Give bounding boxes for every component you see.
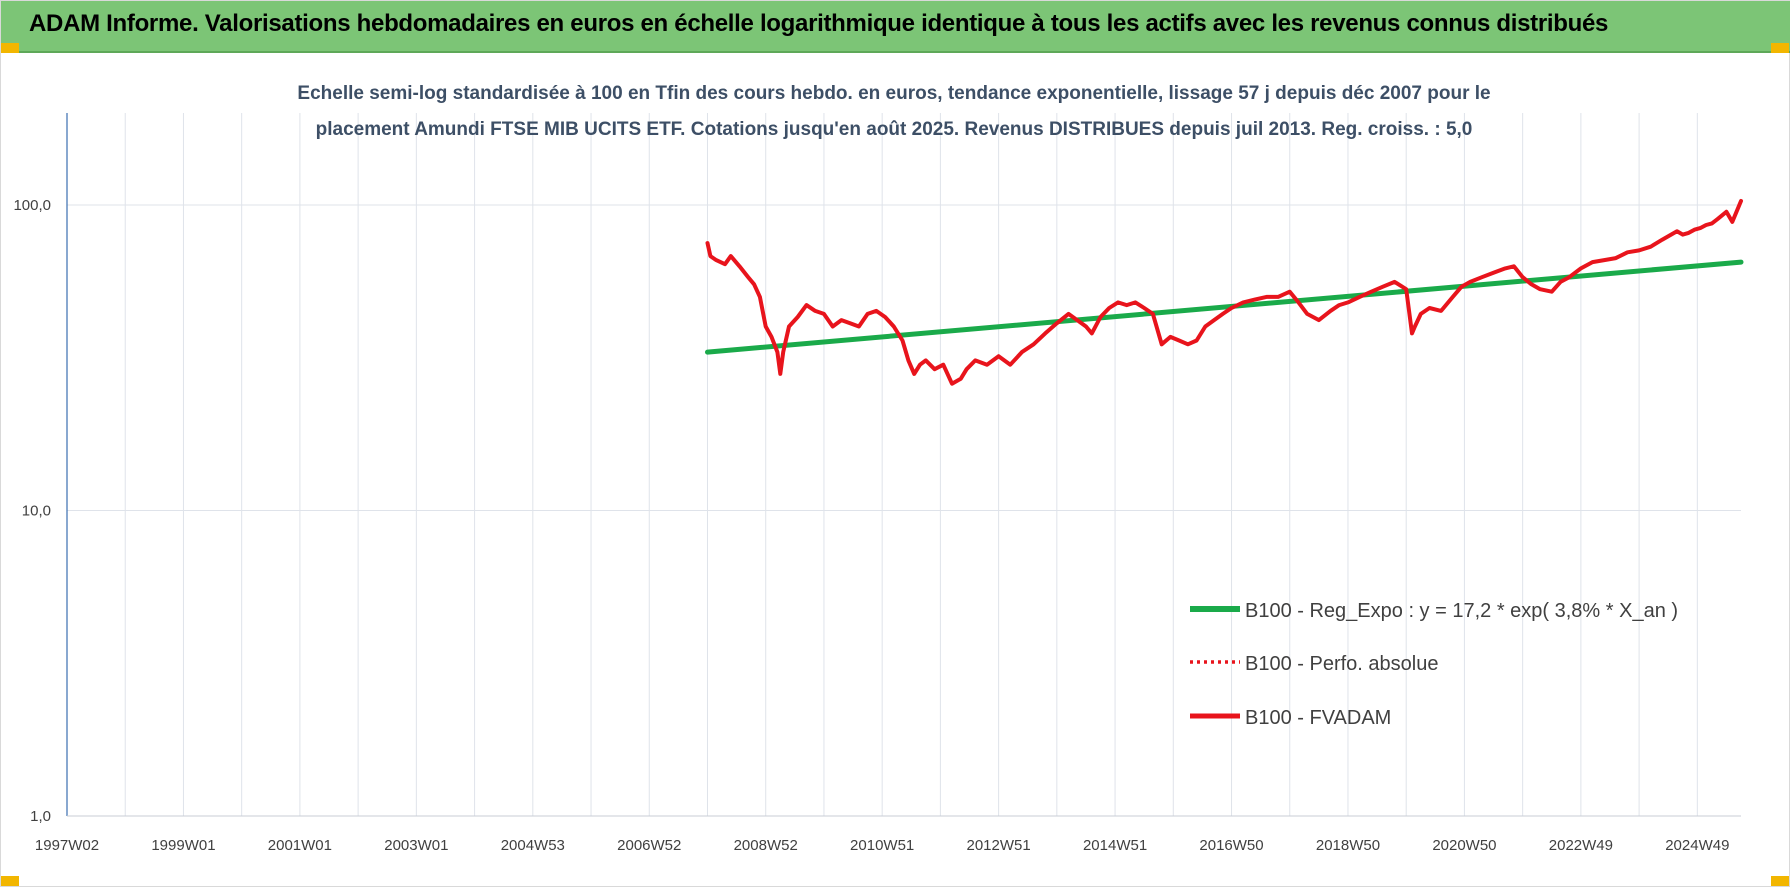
x-tick-label: 2008W52: [734, 837, 798, 854]
x-tick-label: 2020W50: [1432, 837, 1496, 854]
corner-marker-bottom-left: [1, 876, 19, 886]
y-tick-label: 1,0: [30, 808, 51, 825]
series-line-0: [705, 259, 1744, 355]
x-tick-label: 2012W51: [967, 837, 1031, 854]
page-title: ADAM Informe. Valorisations hebdomadaire…: [29, 10, 1609, 37]
series-layer: [705, 199, 1744, 386]
x-tick-label: 1999W01: [151, 837, 215, 854]
x-tick-label: 2004W53: [501, 837, 565, 854]
axis-layer: 1,0 10,0 100,0 1997W02 1999W01 2001W01 2003W01…: [13, 113, 1741, 854]
corner-marker-bottom-right: [1771, 876, 1789, 886]
y-tick-label: 10,0: [22, 502, 51, 519]
corner-marker-top-left: [1, 43, 19, 53]
legend-label-perfo: B100 - Perfo. absolue: [1245, 653, 1438, 675]
chart-title-line-2: placement Amundi FTSE MIB UCITS ETF. Cot…: [316, 119, 1473, 140]
y-tick-label: 100,0: [13, 197, 51, 214]
legend-label-fvadam: B100 - FVADAM: [1245, 707, 1391, 729]
chart-title-line-1: Echelle semi-log standardisée à 100 en T…: [297, 83, 1490, 104]
legend: B100 - Reg_Expo : y = 17,2 * exp( 3,8% *…: [1190, 600, 1678, 729]
x-tick-label: 2003W01: [384, 837, 448, 854]
x-tick-label: 1997W02: [35, 837, 99, 854]
corner-marker-top-right: [1771, 43, 1789, 53]
x-tick-label: 2024W49: [1665, 837, 1729, 854]
x-tick-label: 2014W51: [1083, 837, 1147, 854]
x-tick-label: 2006W52: [617, 837, 681, 854]
header-banner: ADAM Informe. Valorisations hebdomadaire…: [1, 1, 1790, 53]
x-tick-label: 2022W49: [1549, 837, 1613, 854]
grid-layer: [66, 113, 1741, 817]
x-tick-label: 2001W01: [268, 837, 332, 854]
series-line-2: [705, 199, 1743, 386]
legend-label-regression: B100 - Reg_Expo : y = 17,2 * exp( 3,8% *…: [1245, 600, 1678, 622]
x-tick-label: 2010W51: [850, 837, 914, 854]
x-tick-label: 2018W50: [1316, 837, 1380, 854]
x-tick-label: 2016W50: [1199, 837, 1263, 854]
chart-title: Echelle semi-log standardisée à 100 en T…: [297, 83, 1490, 140]
